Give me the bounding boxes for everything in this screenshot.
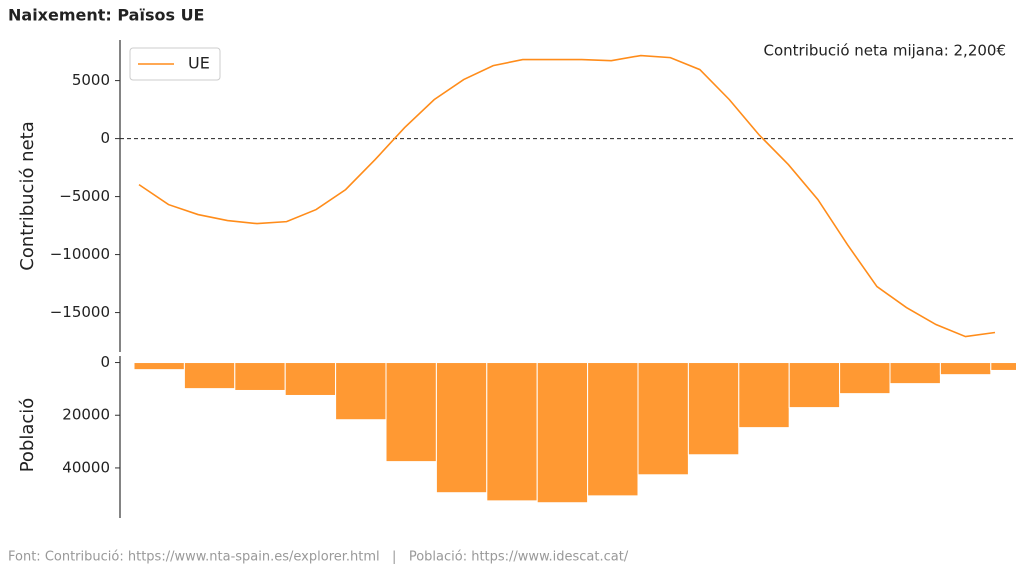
bar (284, 362, 337, 396)
bar (435, 362, 488, 494)
y-tick-label: 20000 (62, 406, 110, 424)
bar (637, 362, 689, 476)
y-tick-label: 40000 (62, 458, 110, 476)
y-tick-label: 0 (100, 353, 110, 371)
y-axis-label: Població (17, 398, 38, 473)
y-tick-label: 0 (100, 129, 110, 147)
bar (889, 362, 941, 385)
bar (839, 362, 891, 395)
bar (385, 362, 437, 463)
legend-box (129, 47, 221, 81)
bar (234, 362, 286, 391)
footer: Font: Contribució: https://www.nta-spain… (8, 550, 629, 565)
bar (738, 362, 790, 429)
y-axis-label: Contribució neta (17, 121, 38, 270)
bar (486, 362, 538, 502)
bar (939, 362, 992, 376)
bar (687, 362, 740, 456)
y-tick-label: −15000 (50, 303, 110, 321)
bar (133, 362, 185, 371)
bars (133, 362, 1016, 504)
y-tick-label: −10000 (50, 245, 110, 263)
annotation: Contribució neta mijana: 2,200€ (764, 42, 1006, 60)
bar (587, 362, 639, 497)
bar (536, 362, 589, 504)
y-tick-label: −5000 (59, 187, 110, 205)
legend-label: UE (188, 54, 210, 73)
line-series (138, 54, 996, 338)
bar (990, 362, 1016, 371)
bar (183, 362, 236, 390)
bar (788, 362, 841, 409)
y-tick-label: 5000 (72, 71, 110, 89)
bar (335, 362, 387, 421)
chart-title: Naixement: Països UE (8, 6, 204, 25)
